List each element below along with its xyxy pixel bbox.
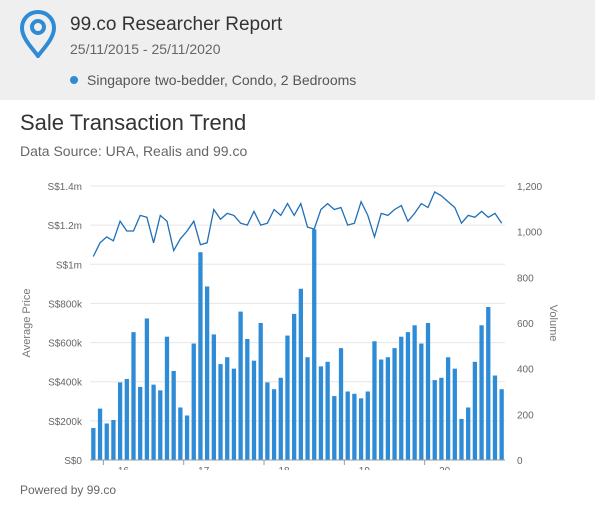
volume-bar: [171, 370, 176, 460]
x-tick-label: 19: [359, 466, 371, 470]
volume-bar: [392, 348, 397, 460]
volume-bar: [278, 377, 283, 460]
volume-bar: [338, 348, 344, 460]
volume-bar: [117, 382, 123, 460]
volume-bar: [305, 357, 310, 460]
volume-bar: [358, 398, 364, 460]
volume-bar: [131, 332, 136, 460]
volume-bar: [372, 341, 377, 460]
x-tick-label: 18: [278, 466, 290, 470]
volume-bar: [251, 360, 257, 460]
volume-bar: [204, 286, 210, 460]
volume-bar: [365, 391, 370, 460]
volume-bar: [104, 423, 109, 460]
y2-tick-label: 1,200: [517, 182, 542, 193]
volume-bar: [91, 428, 96, 460]
volume-bar: [151, 384, 156, 460]
volume-bar: [298, 288, 303, 460]
volume-bar: [245, 338, 250, 460]
series-label: Singapore two-bedder, Condo, 2 Bedrooms: [87, 72, 357, 88]
volume-bar: [198, 252, 203, 460]
volume-bar: [419, 343, 424, 460]
volume-bar: [97, 408, 103, 460]
date-range: 25/11/2015 - 25/11/2020: [70, 41, 221, 57]
y-tick-label: S$0: [64, 456, 82, 467]
volume-bar: [318, 366, 324, 460]
volume-bar: [218, 364, 223, 460]
volume-bar: [124, 378, 129, 460]
volume-bar: [184, 415, 190, 460]
volume-bar: [499, 389, 504, 460]
y2-tick-label: 400: [517, 365, 534, 376]
volume-bar: [258, 323, 263, 460]
volume-bar: [466, 407, 471, 460]
volume-bar: [486, 307, 491, 460]
volume-bar: [292, 313, 297, 460]
volume-bar: [225, 357, 230, 460]
y-tick-label: S$400k: [48, 378, 83, 389]
y-tick-label: S$1.4m: [48, 182, 82, 193]
volume-bar: [379, 359, 384, 460]
series-legend: Singapore two-bedder, Condo, 2 Bedrooms: [70, 72, 356, 88]
volume-bar: [265, 382, 270, 460]
volume-bar: [479, 325, 484, 460]
volume-bar: [144, 318, 150, 460]
volume-bar: [312, 229, 317, 460]
volume-bar: [445, 357, 451, 460]
powered-by: Powered by 99.co: [20, 483, 117, 497]
y-tick-label: S$800k: [48, 299, 83, 310]
average-price-line: [92, 190, 503, 257]
chart-title: Sale Transaction Trend: [20, 110, 247, 135]
volume-bar: [211, 334, 216, 460]
volume-bar: [191, 343, 196, 460]
report-header: 99.co Researcher Report 25/11/2015 - 25/…: [0, 0, 595, 100]
x-tick-label: 20: [439, 466, 451, 470]
volume-bar: [325, 361, 330, 460]
volume-bar: [459, 418, 464, 460]
y2-tick-label: 200: [517, 410, 534, 421]
volume-bar: [412, 325, 417, 460]
x-tick-label: 17: [198, 466, 210, 470]
y2-tick-label: 1,000: [517, 228, 542, 239]
volume-bar: [111, 420, 116, 460]
volume-bar: [271, 389, 277, 460]
y2-tick-label: 800: [517, 273, 534, 284]
chart-subtitle: Data Source: URA, Realis and 99.co: [20, 143, 248, 159]
volume-bar: [231, 368, 237, 460]
report-title: 99.co Researcher Report: [70, 14, 283, 35]
volume-bar: [332, 396, 337, 460]
map-pin-icon: [20, 10, 56, 58]
volume-bar: [285, 335, 290, 460]
y-tick-label: S$1.2m: [48, 221, 82, 232]
volume-bar: [472, 361, 478, 460]
volume-bar: [238, 311, 243, 460]
volume-bar: [439, 377, 444, 460]
y-axis-title: Average Price: [21, 289, 33, 358]
volume-bar: [405, 332, 411, 460]
y-tick-label: S$600k: [48, 339, 83, 350]
y2-axis-title: Volume: [547, 305, 559, 342]
volume-bar: [158, 390, 163, 460]
volume-bar: [345, 391, 350, 460]
volume-bar: [385, 357, 391, 460]
y-tick-label: S$1m: [56, 260, 82, 271]
series-dot: [70, 76, 78, 84]
y2-tick-label: 0: [517, 456, 523, 467]
volume-bar: [399, 336, 404, 460]
volume-bar: [452, 368, 457, 460]
volume-bar: [352, 393, 357, 460]
x-tick-label: 16: [118, 466, 130, 470]
volume-bar: [138, 386, 143, 460]
volume-bar: [425, 323, 431, 460]
y-tick-label: S$200k: [48, 417, 83, 428]
volume-bar: [492, 375, 498, 460]
volume-bar: [164, 336, 170, 460]
volume-bar: [178, 407, 183, 460]
sale-transaction-chart: S$0 S$200k S$400k S$600k S$800k S$1m S$1.2m S$1…: [21, 182, 559, 470]
y2-tick-label: 600: [517, 319, 534, 330]
volume-bar: [432, 380, 437, 460]
